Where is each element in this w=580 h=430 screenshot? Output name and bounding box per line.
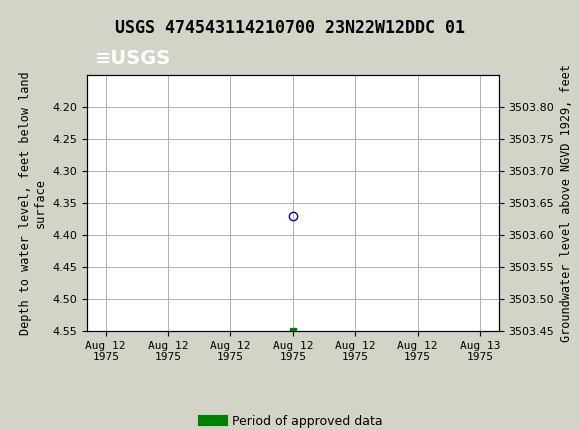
Text: ≡USGS: ≡USGS (95, 49, 172, 68)
Text: USGS 474543114210700 23N22W12DDC 01: USGS 474543114210700 23N22W12DDC 01 (115, 18, 465, 37)
Y-axis label: Depth to water level, feet below land
surface: Depth to water level, feet below land su… (19, 71, 47, 335)
Legend: Period of approved data: Period of approved data (198, 409, 387, 430)
Y-axis label: Groundwater level above NGVD 1929, feet: Groundwater level above NGVD 1929, feet (560, 64, 573, 342)
